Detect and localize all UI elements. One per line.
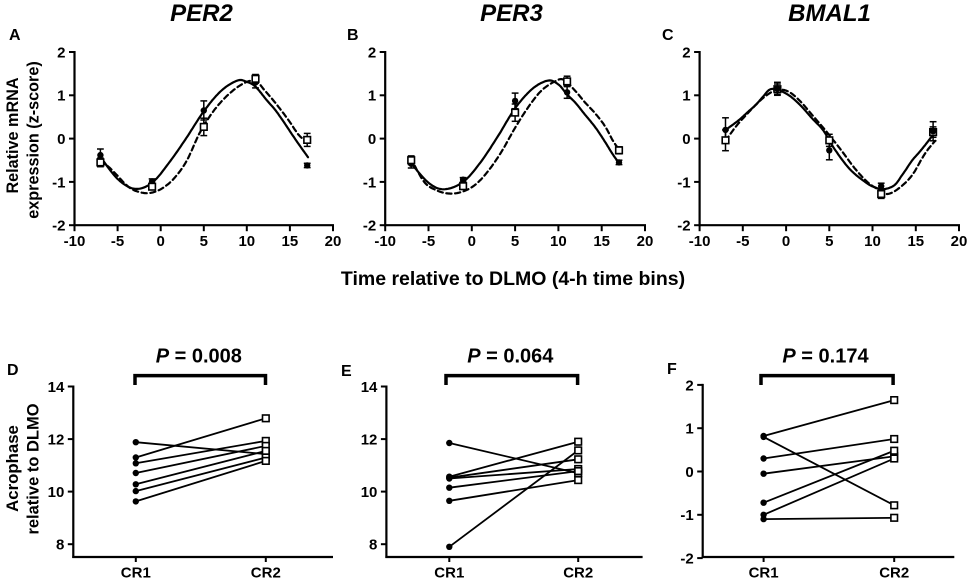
svg-text:-10: -10: [374, 233, 396, 250]
svg-text:10: 10: [48, 484, 65, 501]
svg-text:E: E: [341, 363, 352, 380]
svg-text:12: 12: [48, 432, 65, 449]
svg-text:C: C: [662, 27, 674, 44]
svg-text:0: 0: [368, 131, 376, 148]
svg-text:15: 15: [593, 233, 610, 250]
svg-text:P = 0.008: P = 0.008: [156, 346, 242, 368]
svg-text:-1: -1: [677, 174, 690, 191]
svg-text:10: 10: [550, 233, 567, 250]
svg-text:-2: -2: [677, 218, 690, 235]
svg-text:Time relative to DLMO (4-h tim: Time relative to DLMO (4-h time bins): [341, 268, 685, 290]
svg-text:-1: -1: [680, 507, 693, 524]
svg-text:-10: -10: [64, 233, 86, 250]
svg-text:1: 1: [682, 88, 690, 105]
svg-text:20: 20: [325, 233, 342, 250]
svg-text:CR1: CR1: [749, 565, 779, 579]
svg-text:-5: -5: [422, 233, 435, 250]
svg-text:CR1: CR1: [121, 565, 151, 579]
svg-text:0: 0: [468, 233, 476, 250]
svg-text:-5: -5: [736, 233, 749, 250]
svg-text:20: 20: [637, 233, 654, 250]
svg-text:0: 0: [682, 131, 690, 148]
svg-text:0: 0: [57, 131, 65, 148]
svg-text:2: 2: [368, 44, 376, 61]
svg-text:8: 8: [369, 537, 377, 554]
svg-text:8: 8: [56, 537, 64, 554]
svg-text:CR2: CR2: [251, 565, 281, 579]
svg-text:20: 20: [951, 233, 968, 250]
svg-text:0: 0: [685, 464, 693, 481]
svg-text:2: 2: [57, 44, 65, 61]
svg-text:12: 12: [361, 432, 378, 449]
svg-text:-1: -1: [52, 174, 65, 191]
svg-text:P = 0.174: P = 0.174: [782, 346, 869, 368]
svg-text:expression (z-score): expression (z-score): [25, 61, 43, 218]
svg-text:5: 5: [511, 233, 519, 250]
svg-text:5: 5: [200, 233, 208, 250]
svg-text:15: 15: [907, 233, 924, 250]
svg-text:0: 0: [157, 233, 165, 250]
svg-text:CR2: CR2: [563, 565, 593, 579]
svg-text:PER3: PER3: [480, 0, 543, 27]
svg-text:-10: -10: [689, 233, 711, 250]
svg-text:BMAL1: BMAL1: [788, 0, 871, 27]
svg-text:15: 15: [282, 233, 299, 250]
svg-text:D: D: [7, 362, 19, 379]
svg-text:CR2: CR2: [879, 565, 909, 579]
svg-text:10: 10: [238, 233, 255, 250]
svg-text:10: 10: [361, 484, 378, 501]
svg-text:1: 1: [368, 88, 376, 105]
svg-text:2: 2: [682, 44, 690, 61]
svg-text:PER2: PER2: [170, 0, 233, 27]
svg-text:Relative mRNA: Relative mRNA: [4, 77, 22, 193]
svg-text:F: F: [667, 361, 677, 378]
svg-text:1: 1: [685, 421, 693, 438]
svg-text:5: 5: [825, 233, 833, 250]
svg-text:0: 0: [782, 233, 790, 250]
svg-text:B: B: [347, 27, 359, 44]
svg-text:-1: -1: [363, 174, 376, 191]
svg-text:10: 10: [864, 233, 881, 250]
svg-text:14: 14: [361, 379, 378, 396]
svg-text:14: 14: [48, 379, 65, 396]
svg-text:CR1: CR1: [434, 565, 464, 579]
svg-text:relative to DLMO: relative to DLMO: [25, 403, 43, 534]
svg-text:Acrophase: Acrophase: [3, 425, 22, 512]
svg-text:-5: -5: [111, 233, 124, 250]
svg-text:-2: -2: [363, 218, 376, 235]
svg-text:P = 0.064: P = 0.064: [467, 346, 554, 368]
svg-text:A: A: [9, 27, 21, 44]
svg-text:1: 1: [57, 88, 65, 105]
svg-text:-2: -2: [52, 218, 65, 235]
svg-text:-2: -2: [680, 551, 693, 568]
svg-text:2: 2: [685, 377, 693, 394]
